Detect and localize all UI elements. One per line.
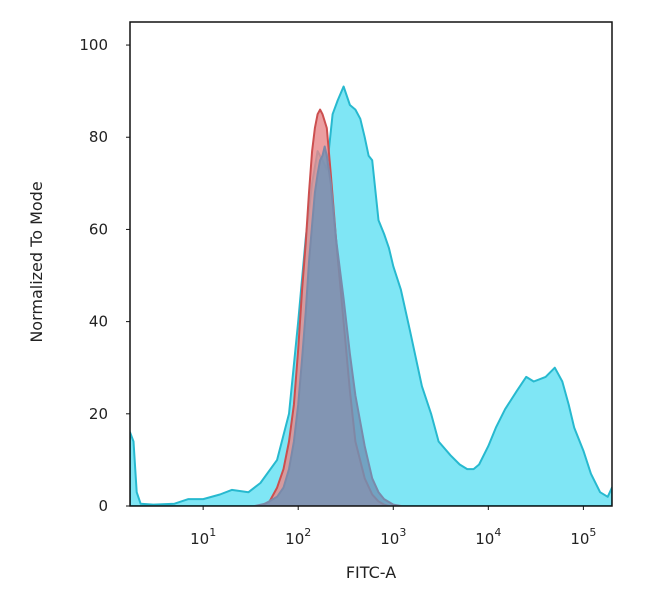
y-tick-label: 80: [89, 128, 108, 146]
y-tick-label: 0: [98, 497, 108, 515]
x-tick-label: 103: [380, 526, 406, 548]
plot-area: [130, 85, 612, 506]
series-1-area: [130, 85, 612, 506]
y-tick-label: 20: [89, 405, 108, 423]
y-axis-title: Normalized To Mode: [27, 181, 46, 342]
x-tick-label: 105: [570, 526, 596, 548]
plot-frame: [129, 21, 613, 507]
x-tick-label: 102: [285, 526, 311, 548]
axes: 0 20 40 60 80 100 101 102 103 104 105: [79, 21, 613, 548]
y-tick-label: 40: [89, 313, 108, 331]
x-tick-label: 104: [475, 526, 501, 548]
y-tick-label: 100: [79, 36, 108, 54]
series-3-area: [253, 145, 402, 506]
y-tick-label: 60: [89, 220, 108, 238]
x-tick-label: 101: [190, 526, 216, 548]
x-axis-title: FITC-A: [346, 563, 396, 582]
